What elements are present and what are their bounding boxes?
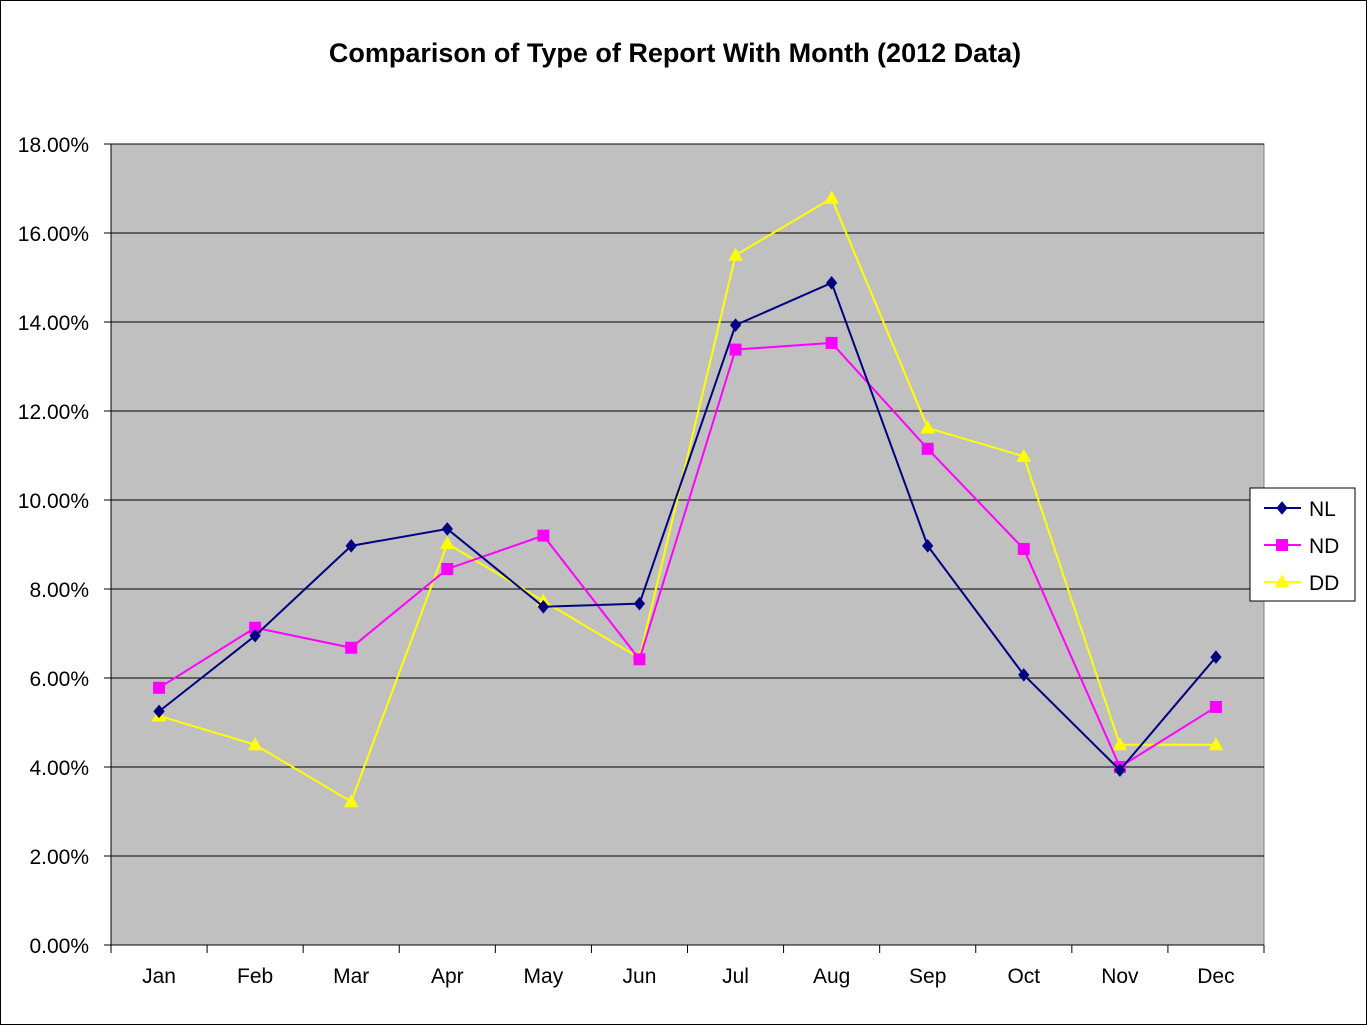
data-point-nd	[921, 442, 934, 455]
x-tick-label: Nov	[1101, 965, 1139, 988]
series-line-nl	[158, 281, 1217, 772]
data-point-nl	[1018, 668, 1030, 682]
y-tick-label: 4.00%	[29, 757, 89, 780]
data-point-nl	[153, 704, 165, 719]
y-tick-label: 0.00%	[29, 935, 89, 958]
plot-area	[110, 143, 1265, 946]
legend-entry-nd: ND	[1264, 535, 1339, 558]
x-tick-label: May	[524, 965, 564, 988]
y-tick-label: 6.00%	[29, 668, 89, 691]
data-point-dd	[343, 794, 359, 808]
data-point-nl	[825, 276, 838, 290]
data-point-nl	[633, 596, 646, 611]
x-tick-label: Jun	[623, 965, 657, 988]
legend-entry-dd: DD	[1264, 572, 1339, 595]
data-point-dd	[728, 247, 743, 261]
x-tick-label: Dec	[1197, 965, 1234, 988]
data-point-nl	[537, 600, 550, 614]
y-tick-label: 14.00%	[18, 312, 89, 335]
legend-entry-nl: NL	[1264, 498, 1336, 521]
legend: NL ND DD	[1249, 487, 1356, 602]
data-point-dd	[1016, 448, 1032, 462]
data-point-nd	[729, 343, 742, 356]
data-point-dd	[247, 737, 263, 751]
axes: 0.00% 2.00% 4.00% 6.00% 8.00% 10.00% 12.00% 14.…	[18, 134, 1265, 988]
data-point-nl	[441, 522, 453, 536]
data-point-dd	[920, 420, 936, 434]
x-tick-label: Jul	[722, 965, 749, 988]
data-point-nd	[1209, 700, 1222, 713]
series-group	[151, 190, 1224, 808]
y-tick-label: 18.00%	[18, 134, 89, 157]
data-point-dd	[1208, 737, 1224, 751]
data-point-nd	[633, 653, 646, 666]
legend-label: DD	[1309, 572, 1339, 595]
data-point-nd	[153, 681, 166, 694]
x-tick-label: Oct	[1007, 965, 1040, 988]
data-point-nl	[1210, 650, 1222, 664]
series-line-nd	[158, 341, 1217, 769]
x-tick-label: Mar	[333, 965, 369, 988]
data-point-dd	[439, 536, 455, 550]
y-tick-label: 10.00%	[18, 490, 89, 513]
x-tick-label: Sep	[909, 965, 946, 988]
data-point-dd	[824, 190, 839, 204]
data-point-nd	[537, 529, 550, 542]
legend-label: ND	[1309, 535, 1339, 558]
data-point-nl	[1114, 763, 1126, 777]
legend-label: NL	[1309, 498, 1336, 521]
legend-marker	[1276, 501, 1288, 515]
x-tick-label: Feb	[237, 965, 273, 988]
data-point-nd	[345, 641, 358, 654]
y-tick-label: 2.00%	[29, 846, 89, 869]
series-line-dd	[158, 196, 1216, 804]
x-tick-label: Apr	[431, 965, 464, 988]
data-point-nl	[249, 628, 261, 643]
data-point-nl	[345, 539, 357, 553]
series-nl	[153, 276, 1222, 777]
y-tick-label: 12.00%	[18, 401, 89, 424]
chart-title: Comparison of Type of Report With Month …	[329, 38, 1021, 68]
legend-marker	[1276, 539, 1288, 551]
legend-marker	[1274, 574, 1290, 588]
data-point-nd	[825, 336, 838, 349]
data-point-nd	[1017, 542, 1030, 555]
data-point-nd	[441, 562, 454, 575]
x-tick-label: Jan	[142, 965, 176, 988]
data-point-nl	[922, 539, 934, 553]
data-point-dd	[1112, 737, 1128, 751]
gridlines	[111, 143, 1264, 857]
data-point-nl	[729, 318, 742, 332]
y-tick-label: 8.00%	[29, 579, 89, 602]
x-tick-label: Aug	[813, 965, 850, 988]
y-tick-label: 16.00%	[18, 223, 89, 246]
